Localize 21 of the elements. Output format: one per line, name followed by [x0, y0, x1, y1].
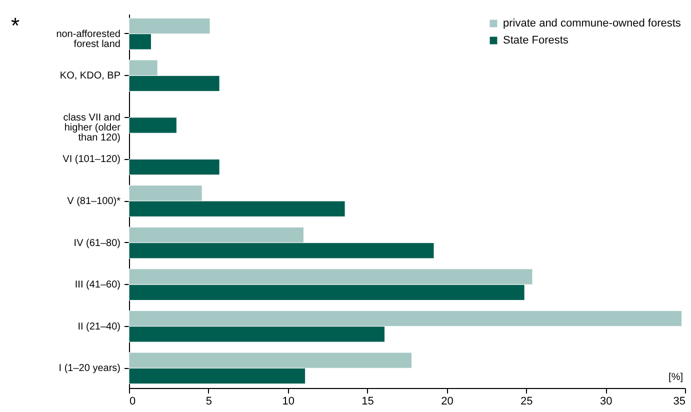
x-tick-label: 5: [206, 396, 212, 408]
x-tick-label: 0: [130, 396, 136, 408]
y-tick-label: III (41–60): [74, 280, 120, 291]
text: *: [11, 13, 20, 38]
y-tick-label: IV (61–80): [74, 238, 120, 249]
legend-label: State Forests: [503, 34, 569, 46]
y-tick-label: V (81–100)*: [67, 196, 121, 207]
x-tick-label: 15: [362, 396, 374, 408]
x-tick-label: 20: [441, 396, 454, 408]
y-tick-label: VI (101–120): [62, 154, 120, 166]
legend-label: private and commune-owned forests: [503, 18, 682, 30]
y-tick-label: class VII and higher (older than 120): [63, 112, 122, 144]
y-tick-label: KO, KDO, BP: [60, 70, 121, 82]
y-tick-label: non-afforested forest land: [56, 28, 120, 50]
annotation: [%]: [668, 372, 684, 383]
x-tick-label: 30: [600, 396, 612, 408]
y-tick-label: II (21–40): [78, 321, 120, 332]
x-tick-label: 10: [282, 396, 294, 408]
y-tick-label: I (1–20 years): [58, 363, 120, 374]
x-tick-label: 25: [520, 396, 533, 408]
x-tick-label: 35: [673, 396, 686, 408]
